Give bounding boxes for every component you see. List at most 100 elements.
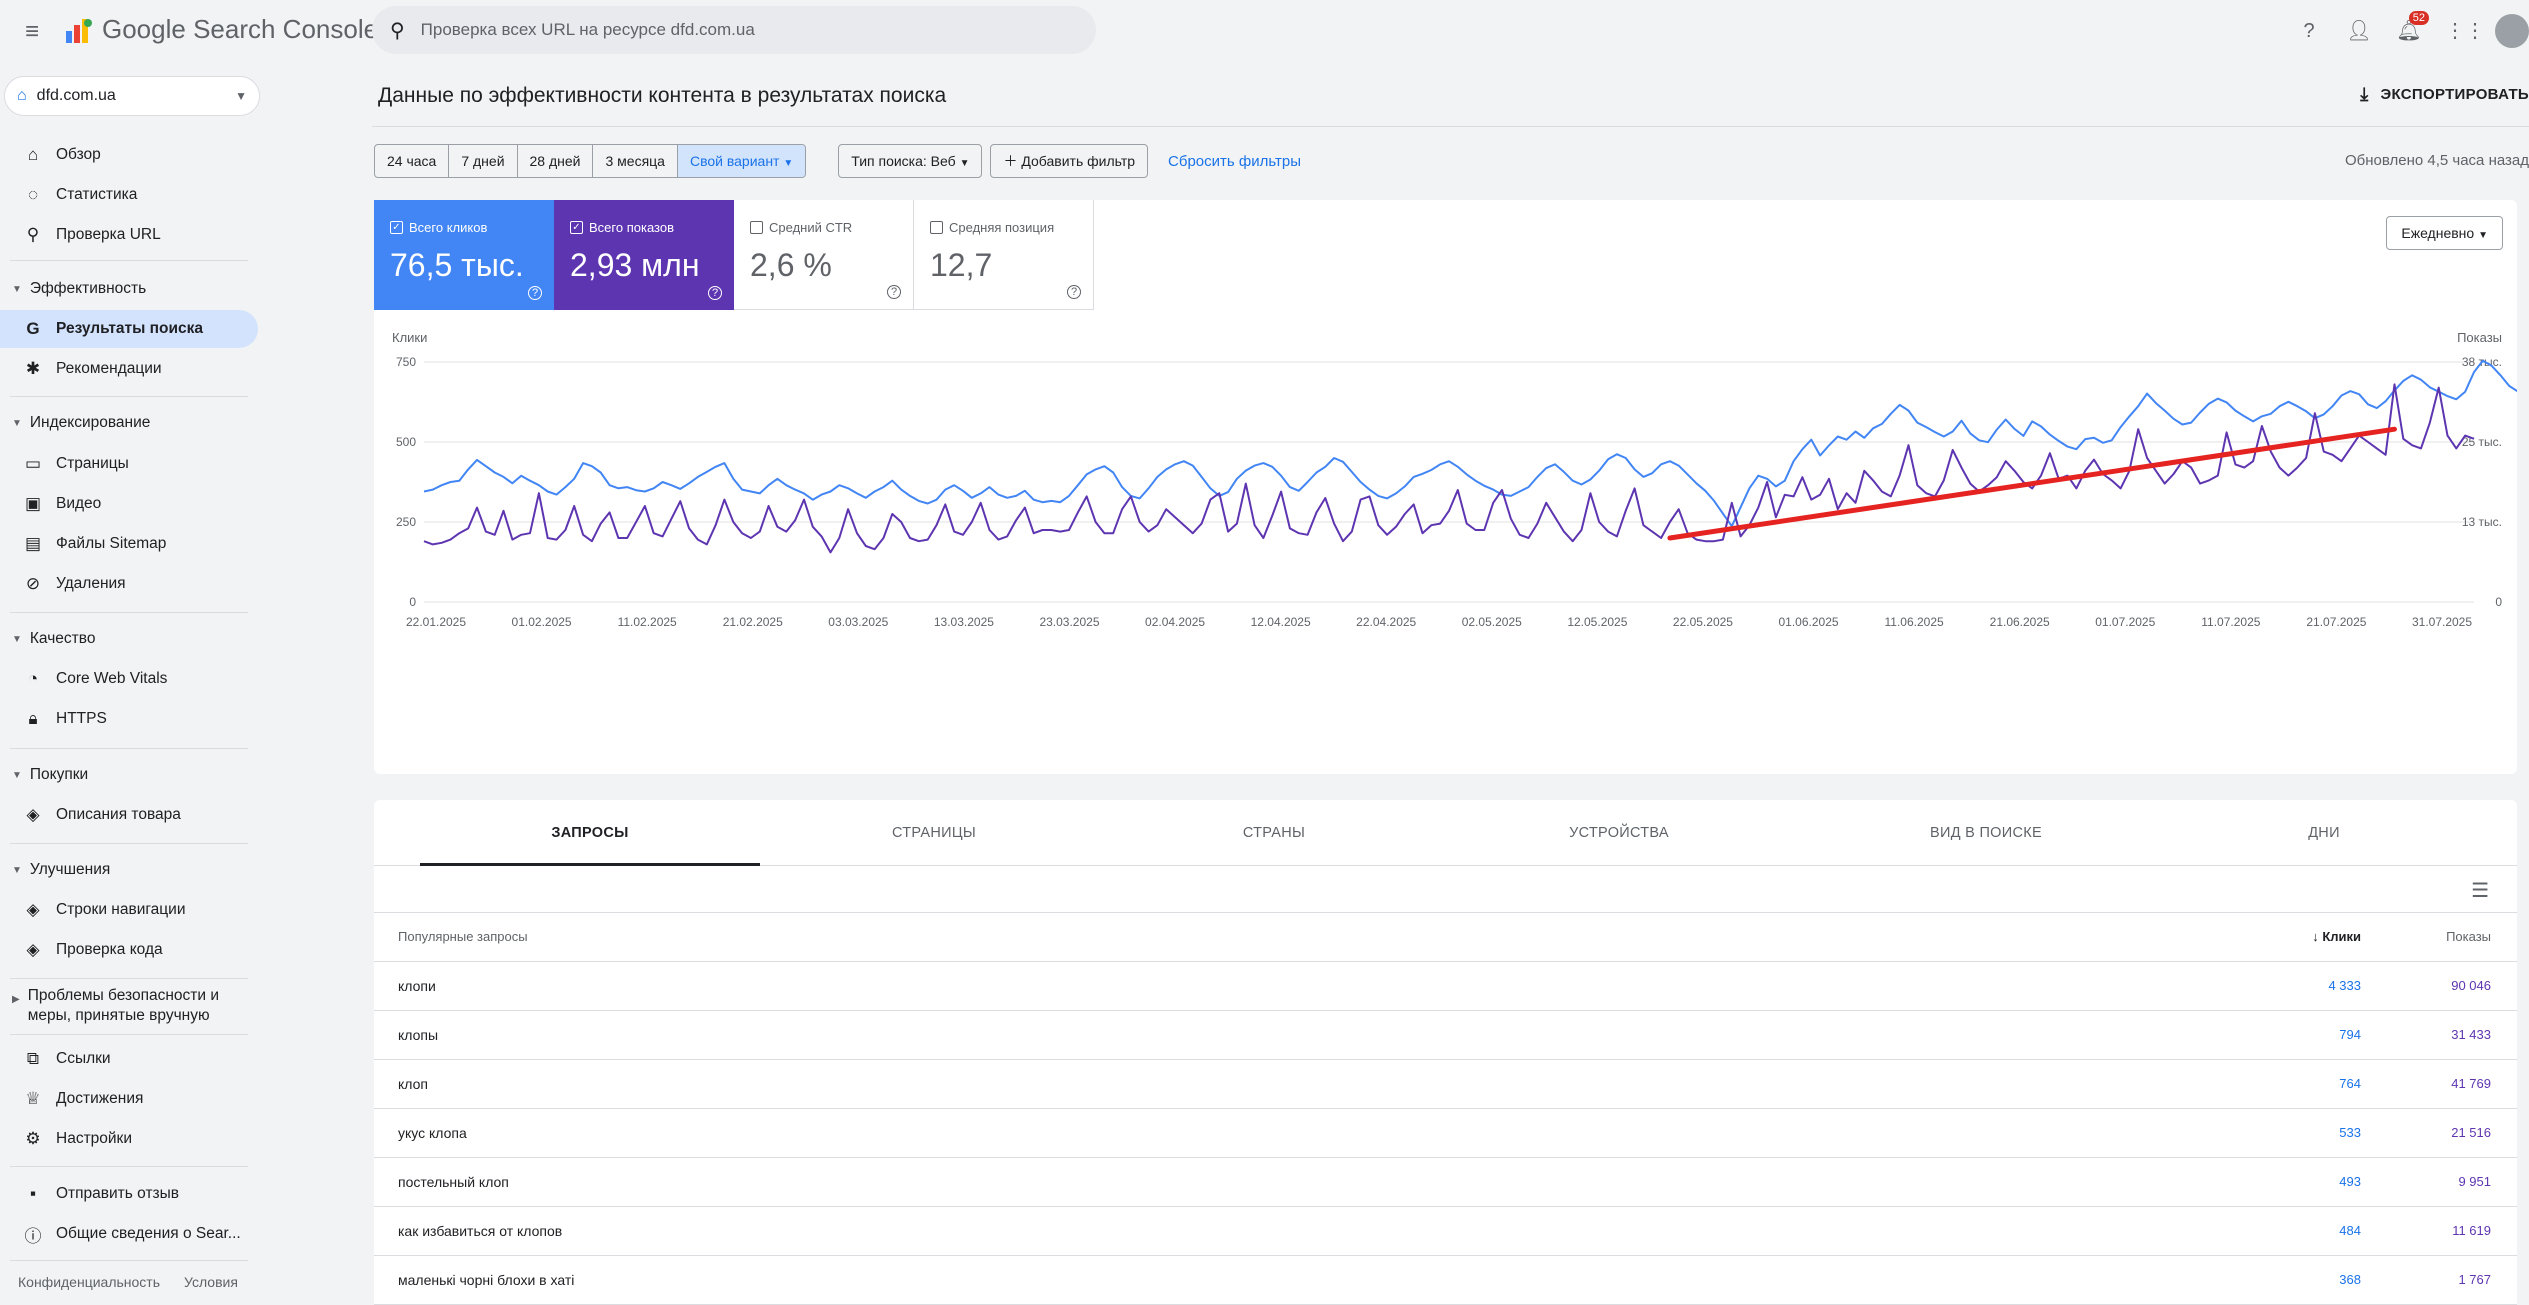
series-line-impressions [423, 359, 2517, 528]
range-24h[interactable]: 24 часа [375, 145, 450, 177]
help-icon[interactable]: ? [887, 285, 901, 299]
sidebar-item-code-check[interactable]: ◈ Проверка кода [0, 931, 258, 969]
tab-devices[interactable]: УСТРОЙСТВА [1569, 825, 1669, 841]
range-7d[interactable]: 7 дней [449, 145, 518, 177]
sidebar-item-label: Удаления [56, 575, 126, 592]
main-content: Данные по эффективности контента в резул… [372, 60, 2529, 1305]
x-tick: 12.04.2025 [1251, 615, 1311, 629]
sidebar-item-sitemaps[interactable]: ▤ Файлы Sitemap [0, 525, 258, 563]
sidebar-item-recommendations[interactable]: ✱ Рекомендации [0, 350, 258, 388]
table-row[interactable]: как избавиться от клопов 484 11 619 [374, 1207, 2517, 1256]
tab-search-appearance[interactable]: ВИД В ПОИСКЕ [1930, 825, 2042, 841]
help-icon[interactable]: ? [528, 286, 542, 300]
notifications-bell-icon[interactable]: 🔔︎ 52 [2395, 11, 2429, 45]
layers-icon: ◈ [26, 805, 40, 824]
x-tick: 13.03.2025 [934, 615, 994, 629]
divider [372, 126, 2529, 127]
sidebar-item-breadcrumbs[interactable]: ◈ Строки навигации [0, 891, 258, 929]
table-row[interactable]: постельный клоп 493 9 951 [374, 1158, 2517, 1207]
granularity-label: Ежедневно [2401, 225, 2475, 241]
table-row[interactable]: клопы 794 31 433 [374, 1011, 2517, 1060]
lock-icon: 🔒︎ [28, 709, 38, 728]
tab-queries[interactable]: ЗАПРОСЫ [551, 825, 629, 841]
sidebar-item-achievements[interactable]: ♕ Достижения [0, 1080, 258, 1118]
sidebar-item-stats[interactable]: ◌ Статистика [0, 176, 258, 214]
x-tick: 02.04.2025 [1145, 615, 1205, 629]
search-input[interactable]: ⚲ Проверка всех URL на ресурсе dfd.com.u… [372, 6, 1096, 54]
table-filter-icon[interactable]: ☰ [2471, 880, 2489, 902]
sidebar-item-core-web-vitals[interactable]: ◔ Core Web Vitals [0, 660, 258, 698]
sidebar-item-settings[interactable]: ⚙ Настройки [0, 1120, 258, 1158]
section-indexing[interactable]: ▼ Индексирование [12, 414, 150, 432]
help-icon[interactable]: ? [2303, 20, 2315, 42]
metric-card-ctr[interactable]: Средний CTR 2,6 % ? [734, 200, 914, 310]
table-row[interactable]: клоп 764 41 769 [374, 1060, 2517, 1109]
tab-countries[interactable]: СТРАНЫ [1242, 825, 1306, 841]
privacy-link[interactable]: Конфиденциальность [18, 1274, 161, 1290]
sidebar-item-about[interactable]: ⓘ Общие сведения о Sear... [0, 1215, 258, 1253]
section-enhancements[interactable]: ▼ Улучшения [12, 861, 110, 879]
hamburger-menu-icon[interactable]: ≡ [24, 18, 39, 45]
divider [10, 396, 248, 397]
tab-pages[interactable]: СТРАНИЦЫ [891, 825, 977, 841]
metric-card-clicks[interactable]: ✓ Всего кликов 76,5 тыс. ? [374, 200, 554, 310]
metric-card-impressions[interactable]: ✓ Всего показов 2,93 млн ? [554, 200, 734, 310]
sidebar-item-feedback[interactable]: ▪ Отправить отзыв [0, 1175, 258, 1213]
caret-down-icon: ▼ [12, 417, 22, 429]
sidebar-item-product-snippets[interactable]: ◈ Описания товара [0, 796, 258, 834]
sidebar-footer: Конфиденциальность Условия [18, 1274, 238, 1290]
search-placeholder: Проверка всех URL на ресурсе dfd.com.ua [420, 20, 755, 39]
help-icon[interactable]: ? [708, 286, 722, 300]
x-tick: 23.03.2025 [1039, 615, 1099, 629]
sidebar-item-url-check[interactable]: ⚲ Проверка URL [0, 216, 258, 254]
search-type-filter[interactable]: Тип поиска: Веб ▼ [838, 144, 983, 178]
column-header-clicks-label: Клики [2322, 929, 2361, 944]
section-shopping[interactable]: ▼ Покупки [12, 766, 88, 784]
table-row[interactable]: укус клопа 533 21 516 [374, 1109, 2517, 1158]
table-row[interactable]: клопи 4 333 90 046 [374, 962, 2517, 1011]
export-button[interactable]: ⤓ ЭКСПОРТИРОВАТЬ [2360, 84, 2529, 105]
range-28d[interactable]: 28 дней [518, 145, 594, 177]
terms-link[interactable]: Условия [184, 1274, 238, 1290]
reset-filters-link[interactable]: Сбросить фильтры [1168, 152, 1301, 170]
section-performance[interactable]: ▼ Эффективность [12, 280, 146, 298]
column-header-clicks[interactable]: ↓ Клики [2312, 929, 2361, 944]
table-row[interactable]: маленькі чорні блохи в хаті 368 1 767 [374, 1256, 2517, 1305]
section-quality[interactable]: ▼ Качество [12, 630, 95, 648]
metric-card-position[interactable]: Средняя позиция 12,7 ? [914, 200, 1094, 310]
sidebar-item-https[interactable]: 🔒︎ HTTPS [0, 700, 258, 738]
sidebar-item-removals[interactable]: ⊘ Удаления [0, 565, 258, 603]
divider [10, 612, 248, 613]
sidebar-item-label: Достижения [56, 1090, 144, 1107]
tab-days[interactable]: ДНИ [2308, 825, 2340, 841]
add-filter-button[interactable]: ＋ Добавить фильтр [990, 144, 1149, 178]
apps-grid-icon[interactable]: ⋮⋮ [2445, 20, 2485, 42]
sidebar-item-search-results[interactable]: G Результаты поиска [0, 310, 258, 348]
x-tick: 22.04.2025 [1356, 615, 1416, 629]
section-label: Проблемы безопасности и меры, принятые в… [27, 987, 219, 1024]
caret-down-icon: ▼ [2478, 230, 2488, 241]
help-icon[interactable]: ? [1067, 285, 1081, 299]
section-security[interactable]: ▶ Проблемы безопасности и меры, принятые … [12, 986, 252, 1026]
property-selector[interactable]: ⌂ dfd.com.ua ▼ [4, 76, 260, 116]
range-3m[interactable]: 3 месяца [593, 145, 678, 177]
caret-down-icon: ▼ [12, 864, 22, 876]
impressions-cell: 90 046 [2451, 978, 2491, 993]
sidebar-item-links[interactable]: ⧉ Ссылки [0, 1040, 258, 1078]
x-tick: 02.05.2025 [1462, 615, 1522, 629]
column-header-impressions[interactable]: Показы [2446, 929, 2491, 944]
impressions-cell: 21 516 [2451, 1125, 2491, 1140]
sidebar-item-overview[interactable]: ⌂ Обзор [0, 136, 258, 174]
page-title: Данные по эффективности контента в резул… [378, 84, 947, 107]
manage-users-icon[interactable]: 👤︎ [2346, 20, 2372, 42]
sidebar-item-pages[interactable]: ▭ Страницы [0, 445, 258, 483]
granularity-select[interactable]: Ежедневно ▼ [2386, 216, 2503, 250]
caret-down-icon: ▼ [12, 769, 22, 781]
app-logo[interactable]: Google Search Console [64, 14, 378, 45]
avatar[interactable] [2495, 14, 2529, 48]
range-custom[interactable]: Свой вариант ▼ [677, 145, 806, 177]
y-axis-left-label: Клики [392, 330, 427, 345]
sidebar-item-video[interactable]: ▣ Видео [0, 485, 258, 523]
divider [10, 978, 248, 979]
column-header-query: Популярные запросы [398, 929, 528, 944]
